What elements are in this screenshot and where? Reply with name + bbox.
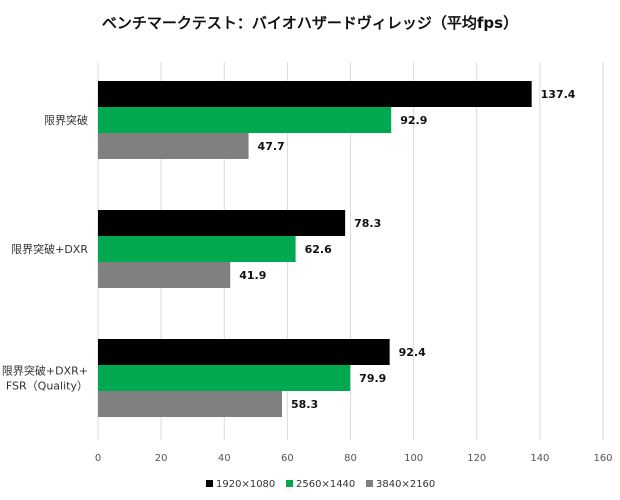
x-tick-label: 140 bbox=[530, 453, 549, 464]
data-label: 137.4 bbox=[541, 88, 576, 101]
data-labels: 137.4 92.9 47.7 78.3 62.6 41.9 92.4 79.9 58.3 bbox=[239, 88, 576, 411]
data-label: 78.3 bbox=[354, 217, 381, 230]
data-label: 62.6 bbox=[305, 243, 332, 256]
bar bbox=[98, 391, 283, 417]
x-tick-label: 40 bbox=[218, 453, 231, 464]
data-label: 47.7 bbox=[258, 140, 285, 153]
legend-label: 1920×1080 bbox=[216, 479, 275, 490]
category-label: 限界突破+DXR+ bbox=[2, 364, 88, 378]
x-tick-label: 120 bbox=[467, 453, 486, 464]
bar bbox=[98, 339, 390, 365]
bars bbox=[98, 81, 532, 417]
legend-label: 2560×1440 bbox=[296, 479, 355, 490]
category-label: 限界突破 bbox=[44, 113, 88, 127]
legend-swatch bbox=[206, 480, 213, 487]
category-label: 限界突破+DXR bbox=[11, 242, 88, 256]
data-label: 92.4 bbox=[399, 346, 426, 359]
legend-label: 3840×2160 bbox=[376, 479, 435, 490]
bar bbox=[98, 81, 532, 107]
data-label: 41.9 bbox=[239, 269, 266, 282]
bar bbox=[98, 107, 392, 133]
x-tick-label: 60 bbox=[281, 453, 294, 464]
bar bbox=[98, 210, 346, 236]
bar bbox=[98, 236, 296, 262]
x-tick-label: 100 bbox=[404, 453, 423, 464]
category-label: FSR（Quality） bbox=[6, 380, 88, 393]
data-label: 58.3 bbox=[291, 398, 318, 411]
data-label: 92.9 bbox=[400, 114, 427, 127]
chart-title: ベンチマークテスト：バイオハザードヴィレッジ（平均fps） bbox=[102, 14, 518, 32]
legend: 1920×1080 2560×1440 3840×2160 bbox=[206, 479, 435, 490]
x-tick-label: 0 bbox=[95, 453, 101, 464]
legend-swatch bbox=[286, 480, 293, 487]
bar bbox=[98, 262, 231, 288]
x-tick-label: 160 bbox=[593, 453, 612, 464]
bar bbox=[98, 365, 351, 391]
x-tick-label: 80 bbox=[344, 453, 357, 464]
x-tick-label: 20 bbox=[155, 453, 168, 464]
data-label: 79.9 bbox=[359, 372, 386, 385]
x-axis-ticks: 0 20 40 60 80 100 120 140 160 bbox=[95, 453, 613, 464]
legend-swatch bbox=[366, 480, 373, 487]
bar bbox=[98, 133, 249, 159]
